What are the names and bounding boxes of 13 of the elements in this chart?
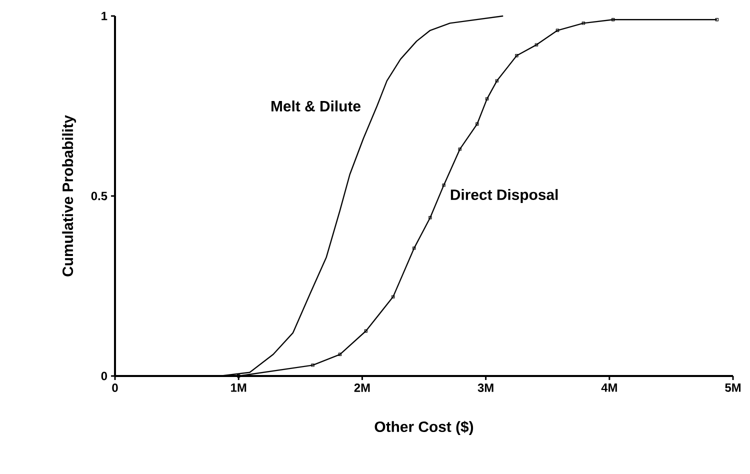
x-tick-label: 3M bbox=[478, 384, 494, 392]
x-tick-label: 1M bbox=[231, 384, 246, 392]
y-tick-label: 1 bbox=[102, 12, 108, 20]
x-tick-label: 5M bbox=[725, 384, 741, 392]
series-label: Direct Disposal bbox=[450, 189, 558, 203]
x-axis-title: Other Cost ($) bbox=[374, 420, 474, 436]
y-tick-label: 0 bbox=[101, 372, 107, 380]
series-label: Melt & Dilute bbox=[272, 100, 360, 112]
y-tick-label: 0.5 bbox=[91, 192, 108, 200]
y-axis-title: Cumulative Probability bbox=[62, 115, 76, 276]
x-tick-label: 2M bbox=[354, 384, 370, 392]
x-tick-label: 0 bbox=[112, 384, 118, 392]
x-tick-label: 4M bbox=[601, 384, 617, 392]
